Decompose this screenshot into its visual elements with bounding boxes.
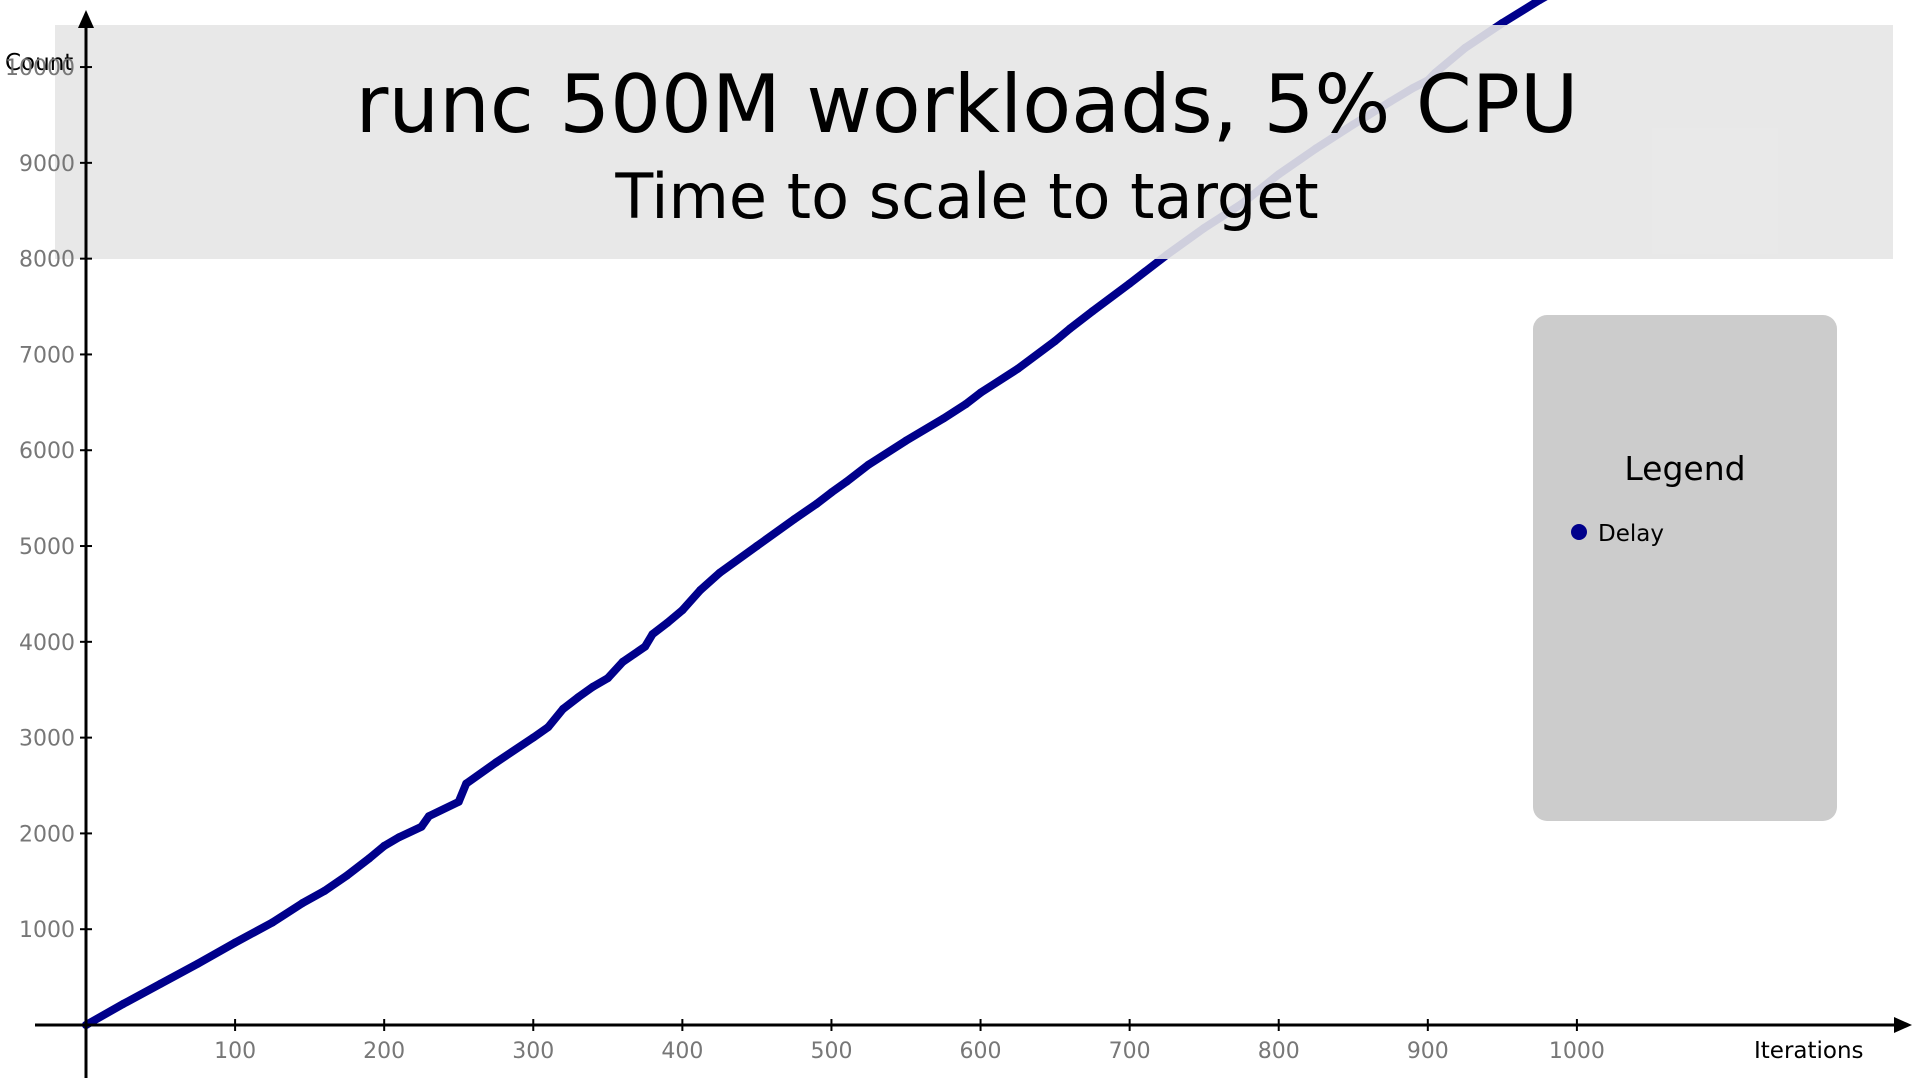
y-tick-label: 7000 — [19, 343, 75, 368]
data-point-delay — [696, 586, 705, 595]
data-point-delay — [1125, 279, 1134, 288]
y-tick-label: 6000 — [19, 439, 75, 464]
data-point-delay — [365, 854, 374, 863]
data-point-delay — [529, 733, 538, 742]
y-tick-label: 1000 — [19, 918, 75, 943]
data-point-delay — [156, 979, 165, 988]
data-point-delay — [395, 833, 404, 842]
x-tick-label: 300 — [512, 1039, 554, 1064]
data-point-delay — [574, 693, 582, 702]
legend-label-delay: Delay — [1598, 521, 1664, 547]
x-tick-label: 800 — [1258, 1039, 1300, 1064]
data-point-delay — [193, 959, 202, 968]
data-point-delay — [1013, 364, 1022, 373]
legend: Legend Delay — [1533, 315, 1837, 821]
axes: Iterations Count 100 200 300 400 500 600 700 80… — [5, 10, 1912, 1078]
data-point-delay — [588, 682, 597, 691]
data-point-delay — [842, 477, 851, 486]
x-tick-label: 1000 — [1549, 1039, 1605, 1064]
data-point-delay — [678, 606, 687, 615]
x-tick-label: 700 — [1109, 1039, 1151, 1064]
x-tick-label: 100 — [214, 1039, 256, 1064]
data-point-delay — [648, 630, 657, 639]
data-point-delay — [492, 758, 500, 767]
data-point-delay — [1066, 324, 1074, 333]
chart-title: runc 500M workloads, 5% CPU — [356, 58, 1579, 151]
data-point-delay — [1051, 337, 1060, 345]
x-axis-arrow — [1894, 1017, 1912, 1033]
data-point-delay — [603, 674, 612, 683]
data-point-delay — [544, 723, 553, 732]
y-tick-label: 9000 — [19, 152, 75, 177]
title-band — [55, 25, 1893, 259]
legend-title: Legend — [1624, 449, 1745, 488]
data-point-delay — [462, 779, 471, 788]
data-point-delay — [320, 886, 329, 895]
data-point-delay — [1088, 307, 1097, 316]
data-point-delay — [454, 797, 463, 806]
data-point-delay — [618, 657, 627, 666]
data-point-delay — [380, 841, 389, 850]
y-tick-label: 10000 — [5, 56, 75, 81]
y-tick-label: 2000 — [19, 822, 75, 847]
y-tick-label: 8000 — [19, 248, 75, 273]
data-point-delay — [342, 871, 351, 880]
data-point-delay — [827, 488, 836, 497]
data-point-delay — [752, 542, 761, 550]
x-tick-label: 900 — [1407, 1039, 1449, 1064]
data-point-delay — [715, 568, 724, 577]
data-point-delay — [417, 822, 426, 831]
data-point-delay — [790, 515, 799, 524]
legend-marker-delay — [1571, 524, 1587, 540]
y-axis-label: Count — [5, 50, 73, 76]
data-point-delay — [641, 642, 650, 651]
data-point-delay — [424, 812, 433, 821]
x-tick-label: 400 — [661, 1039, 703, 1064]
y-axis-arrow — [78, 10, 94, 28]
data-point-delay — [559, 704, 568, 713]
legend-box — [1533, 315, 1837, 821]
data-point-delay — [298, 899, 307, 908]
data-point-delay — [812, 499, 821, 508]
data-point-delay — [961, 400, 970, 409]
data-point-delay — [976, 388, 985, 397]
y-tick-label: 4000 — [19, 631, 75, 656]
y-tick-label: 3000 — [19, 727, 75, 752]
data-point-delay — [663, 618, 672, 627]
x-tick-label: 600 — [960, 1039, 1002, 1064]
data-point-delay — [231, 938, 240, 947]
x-tick-label: 500 — [810, 1039, 852, 1064]
data-point-delay — [939, 414, 948, 423]
x-tick-label: 200 — [363, 1039, 405, 1064]
data-point-delay — [864, 460, 873, 469]
data-point-delay — [902, 436, 910, 445]
data-point-delay — [119, 999, 128, 1008]
data-point-delay — [1535, 0, 1544, 4]
x-axis-label: Iterations — [1754, 1038, 1864, 1064]
chart-subtitle: Time to scale to target — [614, 160, 1318, 233]
y-tick-label: 5000 — [19, 535, 75, 560]
data-point-delay — [268, 918, 277, 927]
